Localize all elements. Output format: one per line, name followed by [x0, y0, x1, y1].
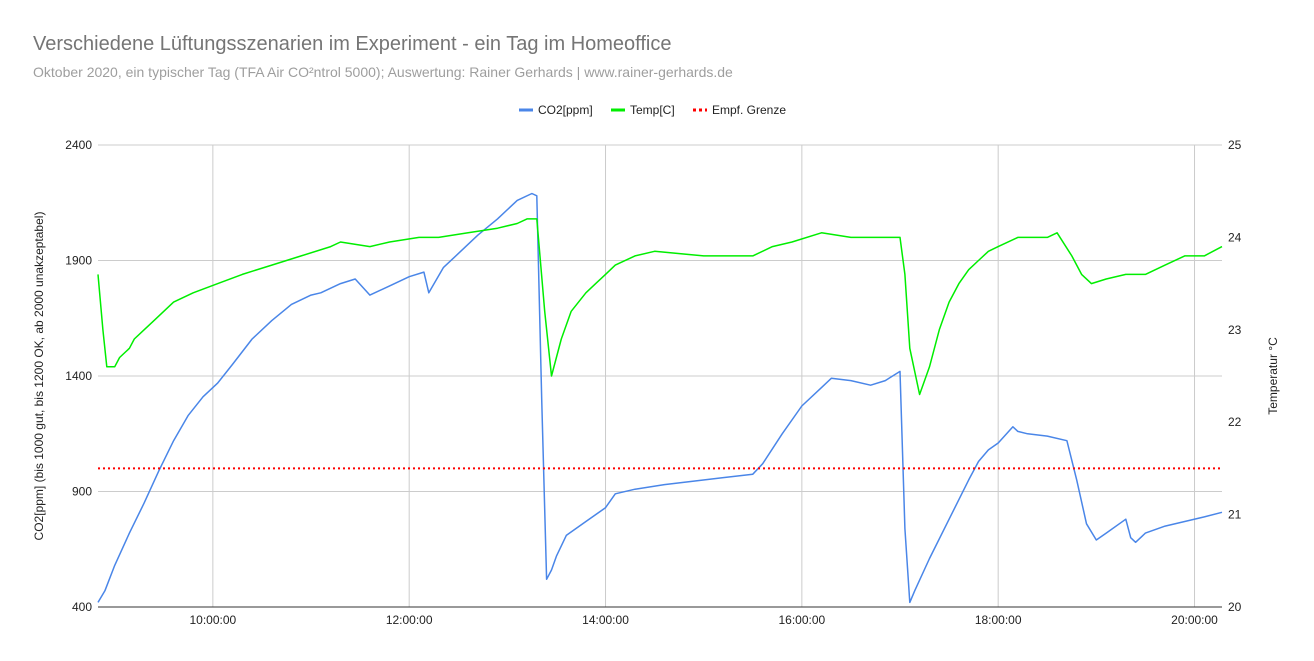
chart-title: Verschiedene Lüftungsszenarien im Experi…	[33, 33, 672, 55]
y-tick-label: 1900	[65, 254, 92, 268]
y-axis-title: CO2[ppm] (bis 1000 gut, bis 1200 OK, ab …	[32, 212, 46, 541]
y-tick-label: 1400	[65, 369, 92, 383]
legend-label: CO2[ppm]	[538, 103, 593, 117]
y-tick-label: 2400	[65, 138, 92, 152]
chart-subtitle: Oktober 2020, ein typischer Tag (TFA Air…	[33, 64, 733, 80]
x-tick-label: 12:00:00	[386, 613, 433, 627]
y2-tick-label: 21	[1228, 508, 1242, 522]
x-tick-label: 20:00:00	[1171, 613, 1218, 627]
series-line-co2-ppm	[97, 192, 1223, 604]
y2-tick-label: 22	[1228, 415, 1242, 429]
legend-label: Temp[C]	[630, 103, 675, 117]
y-tick-label: 400	[72, 600, 92, 614]
y2-axis-title: Temperatur °C	[1266, 337, 1280, 415]
y2-tick-label: 24	[1228, 230, 1242, 244]
y-tick-label: 900	[72, 485, 92, 499]
x-tick-label: 16:00:00	[778, 613, 825, 627]
x-tick-label: 14:00:00	[582, 613, 629, 627]
y2-tick-label: 23	[1228, 323, 1242, 337]
x-tick-label: 18:00:00	[975, 613, 1022, 627]
x-tick-label: 10:00:00	[189, 613, 236, 627]
y2-tick-label: 20	[1228, 600, 1242, 614]
legend-label: Empf. Grenze	[712, 103, 786, 117]
y2-tick-label: 25	[1228, 138, 1242, 152]
series-line-temp-c	[97, 218, 1223, 396]
